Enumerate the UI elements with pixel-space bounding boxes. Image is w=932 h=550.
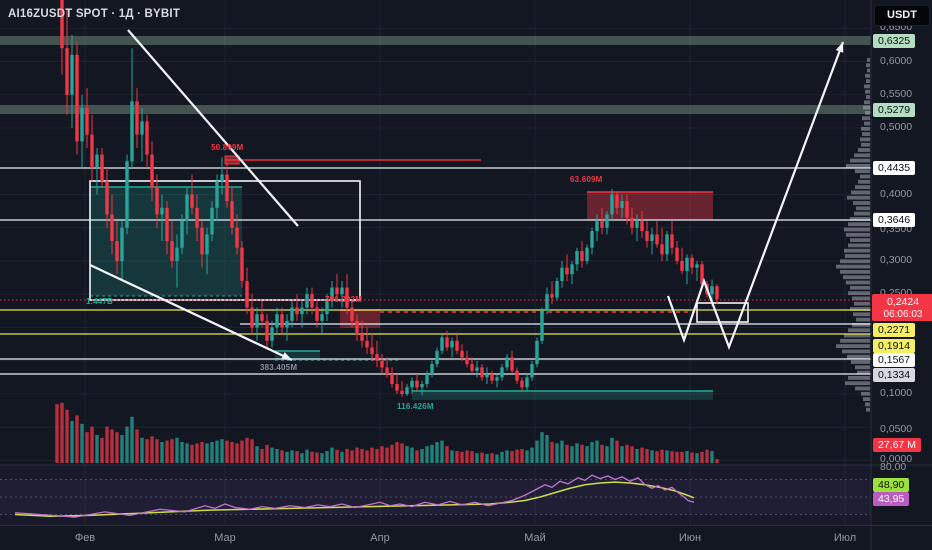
volume-profile: [836, 58, 870, 412]
trend-drawings[interactable]: [89, 29, 845, 361]
price-tick-label: 0,4000: [880, 188, 913, 200]
price-tick-label: 0,6000: [880, 55, 913, 67]
time-tick-label: Апр: [370, 532, 390, 544]
zone-volume-label: 63.609M: [570, 175, 603, 184]
current-price-value: 0,2424: [886, 296, 920, 308]
rsi-pane: [0, 465, 871, 525]
current-volume-label: 27,67 M: [873, 438, 921, 452]
entry-box: [696, 302, 749, 323]
rsi-value-label: 48,90: [873, 478, 910, 492]
rsi-value-label: 43,95: [873, 492, 910, 506]
rsi-line: [14, 474, 695, 518]
time-tick-label: Фев: [74, 532, 96, 544]
down-trendline-lower: [89, 264, 293, 361]
zone-volume-label: 1.447B: [86, 297, 113, 306]
time-axis[interactable]: Фев Мар Апр Май Июн Июл: [0, 525, 932, 550]
level-price-label: 0,1567: [873, 353, 916, 367]
red-level-line[interactable]: [224, 155, 695, 361]
volume-bars: [55, 402, 719, 463]
zone-volume-label: 383.405M: [260, 363, 298, 372]
symbol-title[interactable]: AI16ZUSDT SPOT · 1Д · BYBIT: [8, 8, 181, 20]
price-tick-label: 0,5500: [880, 88, 913, 100]
apr-demand-band: [412, 391, 713, 400]
level-price-label: 0,1914: [873, 339, 916, 353]
current-price-label: 0,2424 06:06:03: [872, 294, 932, 321]
price-tick-label: 0,3000: [880, 254, 913, 266]
price-tick-label: 0,0500: [880, 423, 913, 435]
bar-countdown: 06:06:03: [883, 309, 923, 320]
supply-demand-zones[interactable]: [90, 186, 713, 400]
level-price-label: 0,1334: [873, 368, 916, 382]
time-tick-label: Июл: [833, 532, 857, 544]
level-price-label: 0,3646: [873, 213, 916, 227]
level-price-label: 0,2271: [873, 323, 916, 337]
price-tick-label: 0,1000: [880, 387, 913, 399]
level-price-label: 0,5279: [873, 103, 916, 117]
green-level-bands[interactable]: [0, 36, 871, 114]
price-tick-label: 0,0000: [880, 453, 913, 465]
mar-micro-demand-box: [275, 351, 320, 360]
feb-demand-box: [90, 187, 242, 296]
price-tick-label: 0,5000: [880, 121, 913, 133]
time-tick-label: Июн: [678, 532, 702, 544]
projection-zigzag-up-arrow: [666, 41, 845, 351]
zone-volume-label: 766.392M: [325, 295, 363, 304]
currency-toggle-button[interactable]: USDT: [874, 5, 930, 26]
rsi-tick-label: 80,00: [880, 461, 907, 473]
time-tick-label: Мар: [214, 532, 236, 544]
price-axis[interactable]: USDT 0,6500 0,6000 0,5500 0,5000 0,4000 0,350…: [871, 0, 932, 525]
down-trendline-upper: [127, 29, 299, 227]
candlestick-series: [60, 0, 719, 397]
zone-volume-label: 50.899M: [211, 143, 244, 152]
level-price-label: 0,6325: [873, 34, 916, 48]
time-tick-label: Май: [524, 532, 546, 544]
zone-volume-label: 116.426M: [397, 402, 434, 411]
mar-supply-box: [340, 310, 380, 328]
level-price-label: 0,4435: [873, 161, 916, 175]
